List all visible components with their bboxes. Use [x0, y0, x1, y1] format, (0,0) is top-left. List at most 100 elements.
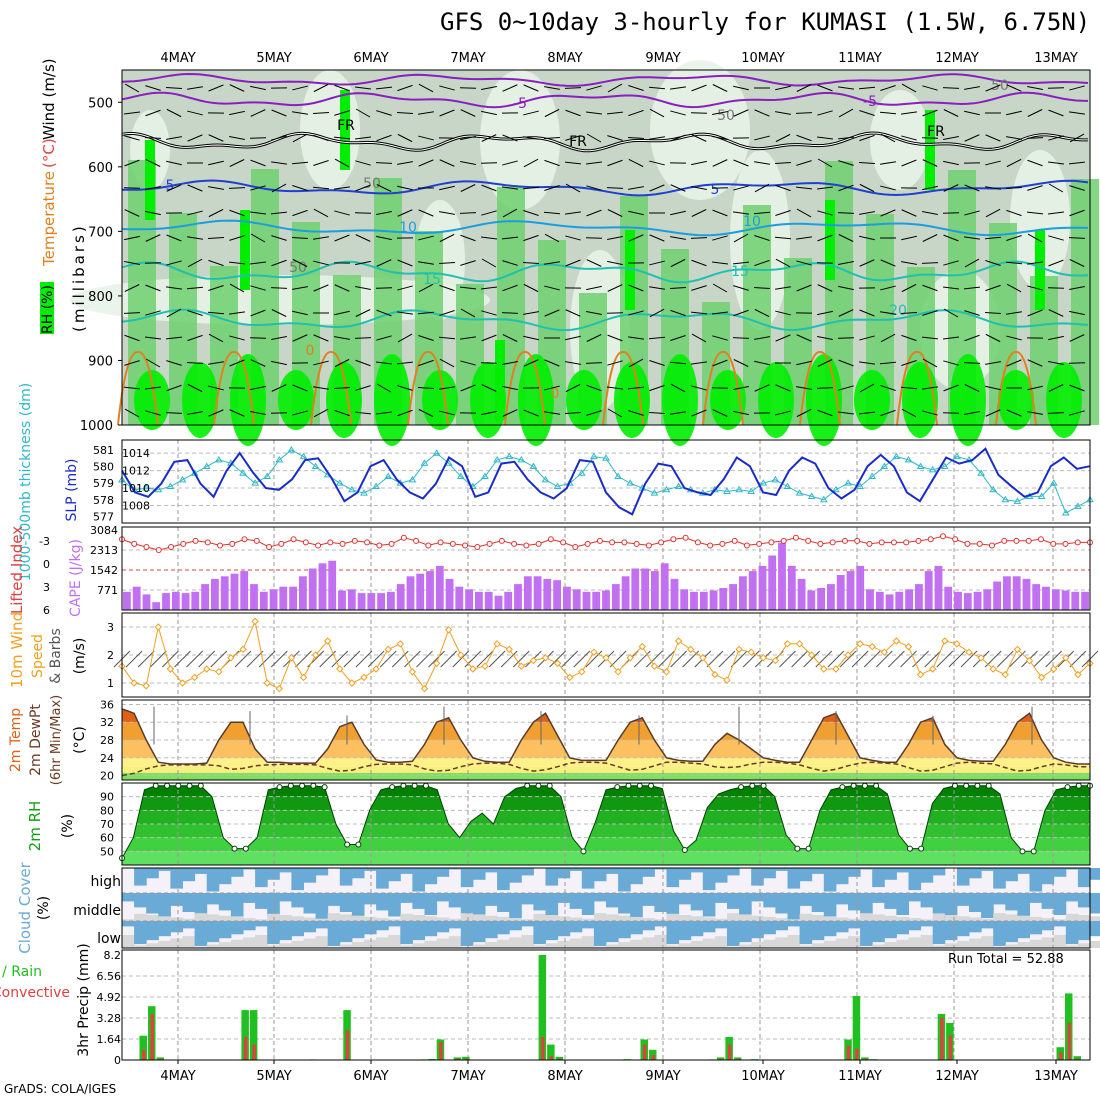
thickness-point: [432, 449, 441, 456]
wind-barb: [501, 236, 519, 240]
wind-barb: [1047, 161, 1065, 165]
cloud-middle-bar: [351, 893, 365, 918]
cloud-high-bar: [981, 868, 994, 871]
cloud-low-bar: [412, 921, 425, 941]
rh-tick-label: 80: [100, 804, 114, 817]
cloud-low-bar: [485, 921, 498, 939]
rh-point: [1075, 782, 1082, 789]
surface-wind-barb: [295, 650, 312, 668]
wind-barb: [796, 386, 812, 390]
cloud-low-gray: [678, 943, 692, 948]
cloud-middle-gray: [896, 916, 909, 921]
cloud-middle-gray: [690, 916, 704, 921]
wind-barb: [859, 383, 875, 393]
cloud-high-bar: [436, 868, 450, 877]
wind-barb: [1069, 310, 1085, 316]
lifted-index-point: [743, 542, 750, 549]
wind-barb: [291, 161, 309, 165]
top-day-label: 9MAY: [645, 51, 680, 66]
surface-wind-barb: [900, 650, 917, 668]
cloud-middle-bar: [569, 893, 583, 909]
wind-barb: [964, 110, 980, 116]
cloud-low-bar: [376, 921, 389, 931]
cloud-middle-gray: [618, 915, 631, 921]
cloud-low-gray: [327, 946, 341, 948]
wind-barb: [229, 110, 245, 116]
wind-barb: [1069, 410, 1085, 416]
cloud-high-bar: [388, 868, 401, 882]
wind-speed-point: [699, 654, 707, 662]
lifted-index-point: [131, 540, 138, 547]
cloud-high-bar: [230, 868, 244, 877]
precip-tick-label: 4.92: [97, 991, 122, 1004]
wind-barb: [985, 284, 1001, 292]
cloud-low-gray: [376, 937, 389, 948]
wind-barb: [711, 187, 729, 189]
wind-speed-point: [638, 642, 647, 651]
cloud-high-bar: [618, 868, 631, 892]
cloud-middle-bar: [134, 893, 147, 908]
cloud-low-gray: [472, 944, 486, 948]
wind-barb: [1069, 185, 1085, 191]
cloud-low-bar: [509, 921, 522, 931]
wind-barb: [417, 386, 435, 390]
rh-point: [197, 782, 204, 789]
rh-point: [625, 782, 632, 789]
cloud-low-gray: [134, 945, 147, 948]
top-day-label: 5MAY: [256, 51, 291, 66]
cloud-low-bar: [811, 921, 825, 941]
cloud-low-gray: [509, 937, 522, 948]
surface-wind-barb: [174, 650, 191, 668]
wind-speed-point: [1013, 645, 1022, 654]
wind-barb: [481, 85, 497, 91]
wind-barb: [292, 310, 308, 316]
cloud-middle-bar: [678, 893, 692, 905]
wind-barb: [439, 211, 455, 215]
thickness-point: [190, 469, 199, 476]
precip-convective-bar: [651, 1054, 655, 1060]
cloud-high-bar: [1077, 868, 1091, 888]
wind-speed-point: [481, 662, 489, 670]
wind-barb: [901, 360, 917, 366]
wind-barb: [1069, 85, 1085, 91]
lifted-index-point: [719, 540, 726, 547]
thickness-point: [299, 452, 308, 460]
lifted-index-point: [952, 536, 959, 543]
rh-point: [963, 782, 970, 789]
wind-barb: [565, 259, 581, 267]
wind-barb: [1027, 411, 1043, 415]
wind-barb: [355, 108, 371, 118]
wind-barb: [313, 284, 329, 292]
cloud-low-gray: [799, 945, 813, 948]
lifted-index-point: [817, 540, 824, 547]
wind-barb: [943, 360, 959, 366]
rh-saturated-patch: [182, 362, 218, 438]
lifted-index-point: [768, 539, 775, 546]
wind-barb: [795, 112, 813, 114]
thickness-point: [723, 487, 731, 494]
rh-point: [951, 782, 958, 789]
wind-speed-point: [590, 648, 598, 656]
wind-barb: [1027, 385, 1043, 391]
thickness-point: [832, 485, 840, 493]
wind-barb: [481, 334, 497, 342]
wind-barb: [187, 210, 203, 216]
cloud-low-gray: [194, 946, 208, 948]
cloud-low-bar: [400, 921, 413, 945]
cape-bar: [259, 591, 268, 610]
wind-barb: [208, 186, 224, 190]
cloud-middle-gray: [400, 913, 413, 921]
cape-bar: [817, 588, 825, 610]
wind-barb: [397, 311, 413, 315]
thickness-point: [844, 479, 852, 486]
surface-wind-barb: [476, 650, 494, 668]
wind-barb: [628, 109, 644, 117]
top-day-label: 6MAY: [353, 51, 388, 66]
cloud-low-gray: [1090, 940, 1100, 948]
wind-barb: [229, 409, 245, 417]
wind-barb: [1047, 87, 1065, 89]
wind-speed-point: [832, 665, 840, 673]
cloud-high-bar: [606, 868, 619, 874]
wind-barb: [754, 135, 770, 141]
wind-barb: [796, 260, 812, 266]
